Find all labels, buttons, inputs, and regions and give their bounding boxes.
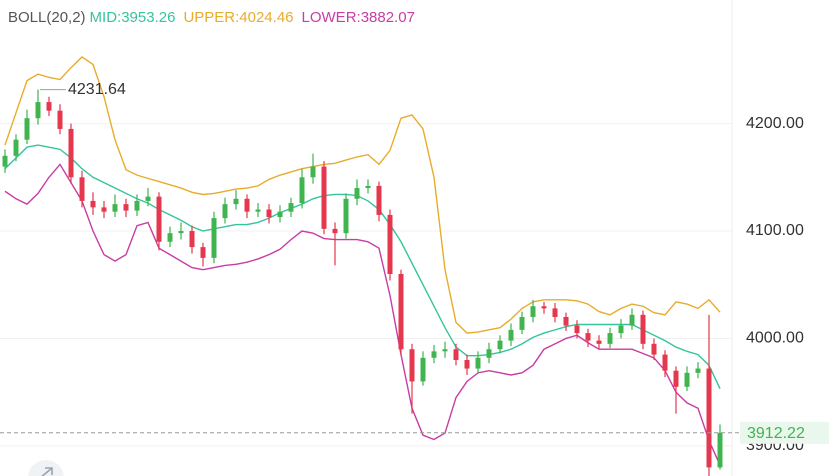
candle-body: [321, 166, 327, 229]
candle-body: [354, 188, 360, 199]
candle-body: [57, 110, 63, 129]
band-line: [4, 144, 721, 389]
band-line: [4, 163, 721, 466]
candle-body: [552, 308, 558, 317]
candle-body: [46, 102, 52, 111]
candle-body: [343, 198, 349, 234]
candle-body: [398, 273, 404, 350]
candle-body: [134, 200, 140, 211]
candle-body: [189, 231, 195, 248]
candle-body: [310, 166, 316, 178]
plot-area: [2, 56, 723, 476]
candle-body: [453, 349, 459, 360]
band-line: [4, 56, 721, 334]
candle-body: [2, 155, 8, 167]
scroll-icon: [41, 467, 53, 476]
candle-body: [200, 247, 206, 258]
candle-body: [244, 198, 250, 212]
candle-body: [596, 340, 602, 344]
candle-body: [24, 118, 30, 140]
y-tick-label: 4100.00: [746, 222, 804, 239]
candle-body: [431, 351, 437, 358]
candle-body: [706, 368, 712, 468]
candle-body: [13, 139, 19, 156]
candle-body: [156, 196, 162, 242]
legend-entry: LOWER:3882.07: [302, 9, 415, 26]
candle-body: [442, 349, 448, 352]
candle-body: [167, 233, 173, 242]
candle-body: [475, 357, 481, 369]
candle-body: [90, 200, 96, 208]
candle-body: [497, 340, 503, 350]
legend-entry: UPPER:4024.46: [183, 9, 293, 26]
candle-body: [409, 349, 415, 382]
last-price-label: 3912.22: [747, 425, 805, 442]
legend: MID:3953.26 UPPER:4024.46 LOWER:3882.07: [90, 9, 415, 26]
candle-body: [123, 204, 129, 211]
candle-body: [717, 432, 723, 468]
candle-body: [101, 207, 107, 212]
candle-body: [178, 231, 184, 234]
candle-body: [574, 325, 580, 334]
candle-body: [79, 177, 85, 201]
candle-body: [541, 306, 547, 309]
candle-body: [68, 128, 74, 178]
indicator-title: BOLL(20,2): [8, 9, 86, 26]
candle-body: [519, 316, 525, 330]
y-tick-label: 4000.00: [746, 330, 804, 347]
candle-body: [662, 354, 668, 371]
candle-body: [145, 196, 151, 201]
candle-body: [607, 333, 613, 344]
candle-body: [651, 343, 657, 355]
last-price-box: [740, 421, 829, 444]
candle-body: [387, 214, 393, 274]
candle-body: [222, 204, 228, 219]
candle-body: [585, 333, 591, 341]
candle-body: [530, 306, 536, 317]
candle-body: [376, 185, 382, 215]
candle-body: [673, 370, 679, 387]
candle-body: [420, 357, 426, 382]
candle-body: [112, 204, 118, 212]
high-label: 4231.64: [68, 81, 126, 98]
candle-body: [277, 211, 283, 218]
candle-body: [640, 314, 646, 344]
candle-body: [695, 368, 701, 373]
candle-body: [629, 314, 635, 326]
candle-body: [288, 203, 294, 212]
grid: [0, 123, 732, 447]
candle-body: [365, 185, 371, 189]
candle-body: [684, 372, 690, 387]
candle-body: [486, 349, 492, 358]
candle-body: [464, 359, 470, 369]
candle-body: [299, 177, 305, 204]
legend-entry: MID:3953.26: [90, 9, 176, 26]
candle-body: [255, 209, 261, 212]
candle-body: [563, 316, 569, 326]
candle-body: [233, 198, 239, 205]
candle-body: [35, 102, 41, 119]
candle-body: [266, 209, 272, 218]
candle-body: [332, 228, 338, 234]
candle-body: [211, 218, 217, 258]
candle-body: [508, 329, 514, 341]
overlay: 3900.004000.004100.004200.004231.643912.…: [0, 81, 829, 454]
candle-body: [618, 325, 624, 334]
y-tick-label: 4200.00: [746, 115, 804, 132]
